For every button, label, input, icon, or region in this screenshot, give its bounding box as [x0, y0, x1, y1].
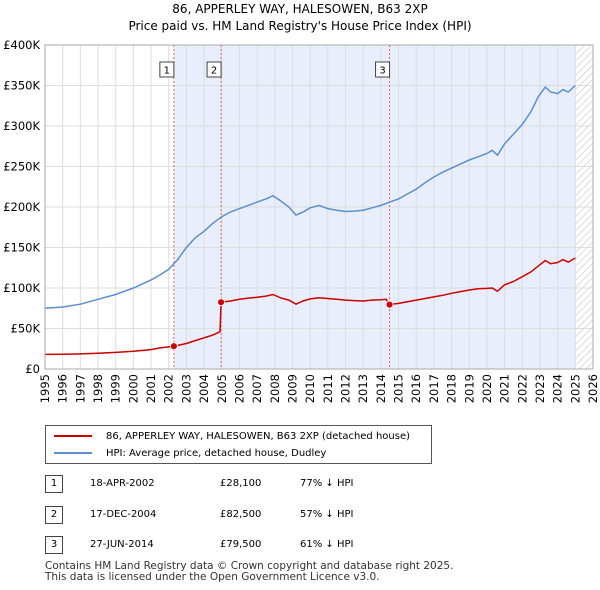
legend-entry-hpi: HPI: Average price, detached house, Dudl… [54, 446, 326, 460]
transaction-hpi-diff: 77% ↓ HPI [300, 478, 354, 489]
series-line-hpi [44, 84, 576, 310]
x-tick-label: 2008 [268, 374, 282, 403]
y-tick-label: £200K [3, 200, 40, 214]
footer-license: This data is licensed under the Open Gov… [45, 571, 380, 583]
x-tick-label: 2022 [515, 374, 529, 403]
transaction-label-number: 3 [379, 66, 385, 77]
transaction-date: 17-DEC-2004 [90, 509, 157, 520]
footer-attribution: Contains HM Land Registry data © Crown c… [45, 561, 453, 583]
transaction-label-box [375, 61, 391, 78]
x-tick-label: 2015 [392, 374, 406, 403]
transaction-row: 1 18-APR-2002 £28,100 77% ↓ HPI [45, 475, 445, 493]
y-tick-label: £300K [3, 119, 40, 133]
y-tick-label: £150K [3, 241, 40, 255]
x-tick-label: 2023 [533, 374, 547, 403]
y-tick-label: £400K [3, 38, 40, 52]
x-tick-label: 2007 [250, 374, 264, 403]
x-tick-label: 2020 [480, 374, 494, 403]
transaction-date: 27-JUN-2014 [90, 539, 154, 550]
y-tick-label: £350K [3, 79, 40, 93]
footer-copyright: Contains HM Land Registry data © Crown c… [45, 560, 454, 572]
transaction-number-badge: 2 [45, 506, 63, 524]
x-tick-label: 2001 [144, 374, 158, 403]
x-tick-label: 2025 [568, 374, 582, 403]
x-tick-label: 1999 [109, 374, 123, 403]
x-tick-label: 2019 [462, 374, 476, 403]
transaction-label-box [159, 61, 175, 78]
x-tick-label: 1997 [73, 374, 87, 403]
transaction-date: 18-APR-2002 [90, 478, 155, 489]
legend-swatch-property [54, 435, 92, 437]
transaction-point [217, 298, 225, 307]
x-tick-label: 2002 [162, 374, 176, 403]
x-tick-label: 2017 [427, 374, 441, 403]
transaction-hpi-diff: 57% ↓ HPI [300, 509, 354, 520]
x-tick-label: 2013 [356, 374, 370, 403]
x-tick-label: 2006 [232, 374, 246, 403]
x-tick-label: 1998 [91, 374, 105, 403]
x-tick-label: 2000 [126, 374, 140, 403]
series-line-property [44, 257, 576, 356]
transaction-price: £28,100 [220, 478, 262, 489]
y-tick-label: £50K [11, 322, 41, 336]
x-tick-label: 2014 [374, 374, 388, 403]
x-tick-label: 1995 [38, 374, 52, 403]
x-tick-label: 2004 [197, 374, 211, 403]
transaction-hpi-diff: 61% ↓ HPI [300, 539, 354, 550]
x-tick-label: 2011 [321, 374, 335, 403]
x-tick-label: 2026 [586, 374, 600, 403]
transaction-number-badge: 3 [45, 536, 63, 554]
x-tick-label: 2003 [179, 374, 193, 403]
chart-title: 86, APPERLEY WAY, HALESOWEN, B63 2XP [172, 2, 428, 16]
plot-frame [44, 44, 594, 370]
transaction-point [169, 342, 178, 351]
y-tick-label: £250K [3, 160, 40, 174]
x-tick-label: 2009 [285, 374, 299, 403]
legend-label-hpi: HPI: Average price, detached house, Dudl… [106, 447, 327, 459]
transaction-label-number: 2 [211, 66, 217, 77]
x-tick-label: 2010 [303, 374, 317, 403]
legend-entry-property: 86, APPERLEY WAY, HALESOWEN, B63 2XP (de… [54, 429, 410, 443]
x-tick-label: 2018 [445, 374, 459, 403]
x-tick-label: 2024 [551, 374, 565, 403]
transaction-price: £82,500 [220, 509, 262, 520]
price-chart: 1 2 3 £0 £50K £100K £150K £200K £250K £300K £350K… [3, 38, 600, 403]
x-tick-label: 2005 [215, 374, 229, 403]
transaction-price: £79,500 [220, 539, 262, 550]
legend-label-property: 86, APPERLEY WAY, HALESOWEN, B63 2XP (de… [106, 430, 411, 442]
y-tick-label: £100K [3, 281, 40, 295]
x-tick-label: 2021 [498, 374, 512, 403]
transaction-label-box [206, 61, 222, 78]
transaction-label-number: 1 [164, 66, 170, 77]
x-tick-label: 1996 [56, 374, 70, 403]
legend-swatch-hpi [54, 452, 92, 454]
x-tick-label: 2012 [339, 374, 353, 403]
y-tick-label: £0 [25, 362, 40, 376]
transaction-point [385, 300, 394, 309]
chart-legend: 86, APPERLEY WAY, HALESOWEN, B63 2XP (de… [45, 425, 432, 464]
transaction-number-badge: 1 [45, 475, 63, 493]
transaction-row: 2 17-DEC-2004 £82,500 57% ↓ HPI [45, 506, 445, 524]
x-tick-label: 2016 [409, 374, 423, 403]
transaction-row: 3 27-JUN-2014 £79,500 61% ↓ HPI [45, 536, 445, 554]
chart-subtitle: Price paid vs. HM Land Registry's House … [128, 19, 472, 33]
